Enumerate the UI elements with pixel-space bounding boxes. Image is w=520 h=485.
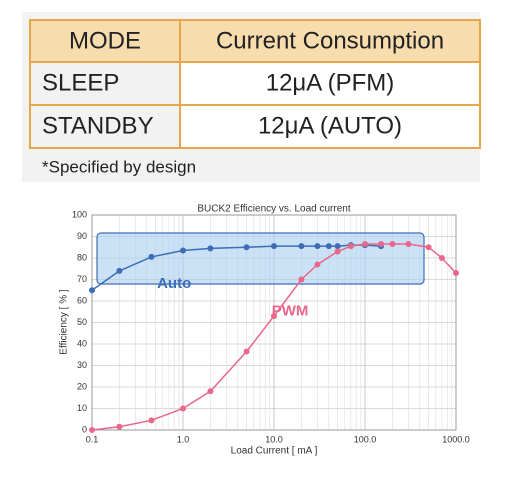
point — [325, 243, 332, 250]
point — [453, 270, 459, 277]
point — [180, 247, 186, 254]
point — [314, 243, 321, 250]
x-tick-label: 1.0 — [177, 434, 190, 444]
point — [116, 423, 123, 430]
header-cell: Current Consumption — [216, 27, 444, 54]
series-label: PWM — [272, 303, 309, 320]
point — [148, 253, 155, 260]
note: *Specified by design — [42, 157, 196, 176]
point — [405, 241, 412, 248]
point — [180, 405, 186, 412]
y-tick-label: 10 — [77, 403, 87, 413]
point — [438, 255, 445, 261]
y-tick-label: 20 — [77, 381, 87, 391]
point — [243, 348, 250, 355]
point — [89, 287, 95, 294]
point — [207, 388, 214, 395]
x-tick-label: 100.0 — [354, 434, 377, 444]
x-tick-label: 10.0 — [265, 434, 283, 444]
point — [298, 276, 305, 283]
cell: 12μA (AUTO) — [258, 112, 402, 139]
point — [116, 267, 123, 274]
y-tick-label: 100 — [72, 209, 87, 219]
y-tick-label: 80 — [77, 252, 87, 262]
y-tick-label: 90 — [77, 231, 87, 241]
point — [347, 243, 354, 250]
point — [314, 261, 321, 268]
header-row — [29, 19, 481, 63]
chart-title: BUCK2 Efficiency vs. Load current — [197, 204, 350, 215]
header-cell: MODE — [69, 27, 141, 54]
point — [298, 243, 305, 250]
plot-frame — [91, 214, 457, 431]
point — [271, 313, 277, 320]
point — [389, 241, 396, 248]
point — [378, 241, 385, 248]
y-tick-label: 0 — [82, 424, 87, 434]
series-label: Auto — [157, 275, 191, 292]
point — [271, 243, 277, 250]
point — [334, 248, 341, 255]
y-tick-label: 70 — [77, 274, 87, 284]
point — [148, 417, 155, 424]
series-line — [91, 243, 457, 431]
x-tick-label: 1000.0 — [442, 434, 470, 444]
y-tick-label: 40 — [77, 338, 87, 348]
x-axis-label: Load Current [ mA ] — [231, 446, 318, 457]
y-axis-label: Efficiency [ % ] — [59, 289, 70, 355]
point — [362, 241, 368, 248]
cell: 12μA (PFM) — [266, 69, 395, 96]
point — [334, 243, 341, 250]
y-tick-label: 60 — [77, 295, 87, 305]
point — [207, 245, 214, 252]
y-tick-label: 30 — [77, 360, 87, 370]
point — [243, 244, 250, 251]
cell: STANDBY — [42, 112, 154, 139]
y-tick-label: 50 — [77, 317, 87, 327]
cell: SLEEP — [42, 69, 119, 96]
point — [425, 244, 432, 251]
x-tick-label: 0.1 — [86, 434, 99, 444]
point — [89, 427, 95, 433]
